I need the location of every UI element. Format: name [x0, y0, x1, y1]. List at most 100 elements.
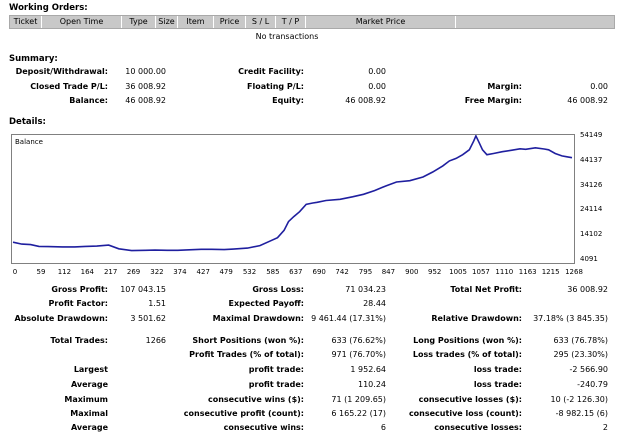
profit-trades-value: 971 (76.70%) [331, 350, 386, 359]
absolute-drawdown-label: Absolute Drawdown: [14, 314, 108, 323]
long-positions-label: Long Positions (won %): [413, 336, 522, 345]
col-size[interactable]: Size [156, 16, 178, 28]
x-tick-label: 479 [219, 268, 233, 276]
closed-trade-pl-value: 36 008.92 [125, 82, 166, 91]
short-positions-value: 633 (76.62%) [331, 336, 386, 345]
x-tick-label: 742 [335, 268, 349, 276]
avg-cons-losses-value: 2 [602, 423, 608, 432]
profit-factor-value: 1.51 [148, 299, 166, 308]
relative-drawdown-label: Relative Drawdown: [431, 314, 522, 323]
average2-label: Average [70, 423, 108, 432]
largest-label: Largest [73, 365, 108, 374]
x-tick-label: 269 [126, 268, 141, 276]
maximum-label: Maximum [64, 395, 108, 404]
summary-title: Summary: [9, 54, 58, 64]
x-tick-label: 900 [405, 268, 419, 276]
x-tick-label: 585 [266, 268, 280, 276]
total-net-profit-label: Total Net Profit: [450, 285, 522, 294]
expected-payoff-label: Expected Payoff: [228, 299, 304, 308]
max-cons-losses-label: consecutive losses ($): [418, 395, 522, 404]
balance-label: Balance: [69, 96, 108, 105]
gross-loss-label: Gross Loss: [252, 285, 304, 294]
y-tick-label: 54149 [580, 131, 603, 139]
x-tick-label: 1268 [565, 268, 583, 276]
x-tick-label: 427 [196, 268, 210, 276]
x-tick-label: 637 [289, 268, 303, 276]
orders-table-header: Ticket Open Time Type Size Item Price S … [9, 15, 615, 29]
maximal-drawdown-label: Maximal Drawdown: [212, 314, 304, 323]
deposit-withdrawal-label: Deposit/Withdrawal: [15, 67, 108, 76]
x-tick-label: 1163 [518, 268, 537, 276]
deposit-withdrawal-value: 10 000.00 [125, 67, 166, 76]
chart-title: Balance [15, 138, 43, 146]
y-tick-label: 14102 [580, 230, 603, 239]
long-positions-value: 633 (76.78%) [553, 336, 608, 345]
total-net-profit-value: 36 008.92 [567, 285, 608, 294]
max-cons-wins-value: 71 (1 209.65) [331, 395, 386, 404]
largest-loss-value: -2 566.90 [569, 365, 608, 374]
max-cons-wins-label: consecutive wins ($): [207, 395, 304, 404]
x-tick-label: 1057 [472, 268, 490, 276]
y-tick-label: 44137 [580, 155, 603, 164]
col-sl[interactable]: S / L [246, 16, 276, 28]
x-tick-label: 112 [57, 268, 72, 276]
closed-trade-pl-label: Closed Trade P/L: [30, 82, 108, 91]
short-positions-label: Short Positions (won %): [192, 336, 304, 345]
x-tick-label: 847 [381, 268, 396, 276]
maximal-label: Maximal [70, 409, 108, 418]
average-profit-value: 110.24 [358, 380, 386, 389]
largest-profit-label: profit trade: [248, 365, 304, 374]
profit-trades-label: Profit Trades (% of total): [189, 350, 304, 359]
balance-series-line [12, 135, 573, 252]
col-price[interactable]: Price [214, 16, 246, 28]
y-tick-label: 34126 [580, 180, 603, 189]
credit-facility-label: Credit Facility: [238, 67, 304, 76]
y-tick-label: 24114 [580, 205, 603, 214]
equity-value: 46 008.92 [345, 96, 386, 105]
absolute-drawdown-value: 3 501.62 [130, 314, 166, 323]
total-trades-label: Total Trades: [50, 336, 108, 345]
largest-profit-value: 1 952.64 [350, 365, 386, 374]
x-tick-label: 322 [150, 268, 164, 276]
loss-trades-value: 295 (23.30%) [553, 350, 608, 359]
details-title: Details: [9, 117, 46, 127]
average-loss-value: -240.79 [577, 380, 608, 389]
floating-pl-label: Floating P/L: [247, 82, 304, 91]
x-tick-label: 0 [12, 268, 18, 276]
average-profit-label: profit trade: [248, 380, 304, 389]
loss-trades-label: Loss trades (% of total): [412, 350, 522, 359]
avg-cons-losses-label: consecutive losses: [434, 423, 522, 432]
balance-value: 46 008.92 [125, 96, 166, 105]
maximal-cons-loss-label: consecutive loss (count): [408, 409, 522, 418]
gross-profit-value: 107 043.15 [120, 285, 166, 294]
col-item[interactable]: Item [178, 16, 214, 28]
average-label: Average [70, 380, 108, 389]
x-tick-label: 1215 [541, 268, 560, 276]
maximal-cons-loss-value: -8 982.15 (6) [555, 409, 608, 418]
max-cons-losses-value: 10 (-2 126.30) [550, 395, 608, 404]
free-margin-value: 46 008.92 [567, 96, 608, 105]
free-margin-label: Free Margin: [464, 96, 522, 105]
floating-pl-value: 0.00 [368, 82, 386, 91]
x-tick-label: 164 [80, 268, 94, 276]
margin-value: 0.00 [590, 82, 608, 91]
y-tick-label: 4091 [580, 255, 598, 263]
relative-drawdown-value: 37.18% (3 845.35) [533, 314, 608, 323]
col-open-time[interactable]: Open Time [42, 16, 122, 28]
x-tick-label: 532 [242, 268, 257, 276]
orders-empty-message: No transactions [255, 32, 319, 41]
col-ticket[interactable]: Ticket [10, 16, 42, 28]
credit-facility-value: 0.00 [368, 67, 386, 76]
maximal-cons-profit-value: 6 165.22 (17) [331, 409, 386, 418]
maximal-cons-profit-label: consecutive profit (count): [183, 409, 304, 418]
col-tp[interactable]: T / P [276, 16, 306, 28]
col-market-price[interactable]: Market Price [306, 16, 456, 28]
col-type[interactable]: Type [122, 16, 156, 28]
x-tick-label: 59 [36, 268, 46, 276]
working-orders-title: Working Orders: [9, 3, 88, 13]
avg-cons-wins-value: 6 [380, 423, 386, 432]
x-tick-label: 217 [103, 268, 118, 276]
avg-cons-wins-label: consecutive wins: [223, 423, 304, 432]
total-trades-value: 1266 [145, 336, 166, 345]
x-tick-label: 952 [428, 268, 442, 276]
